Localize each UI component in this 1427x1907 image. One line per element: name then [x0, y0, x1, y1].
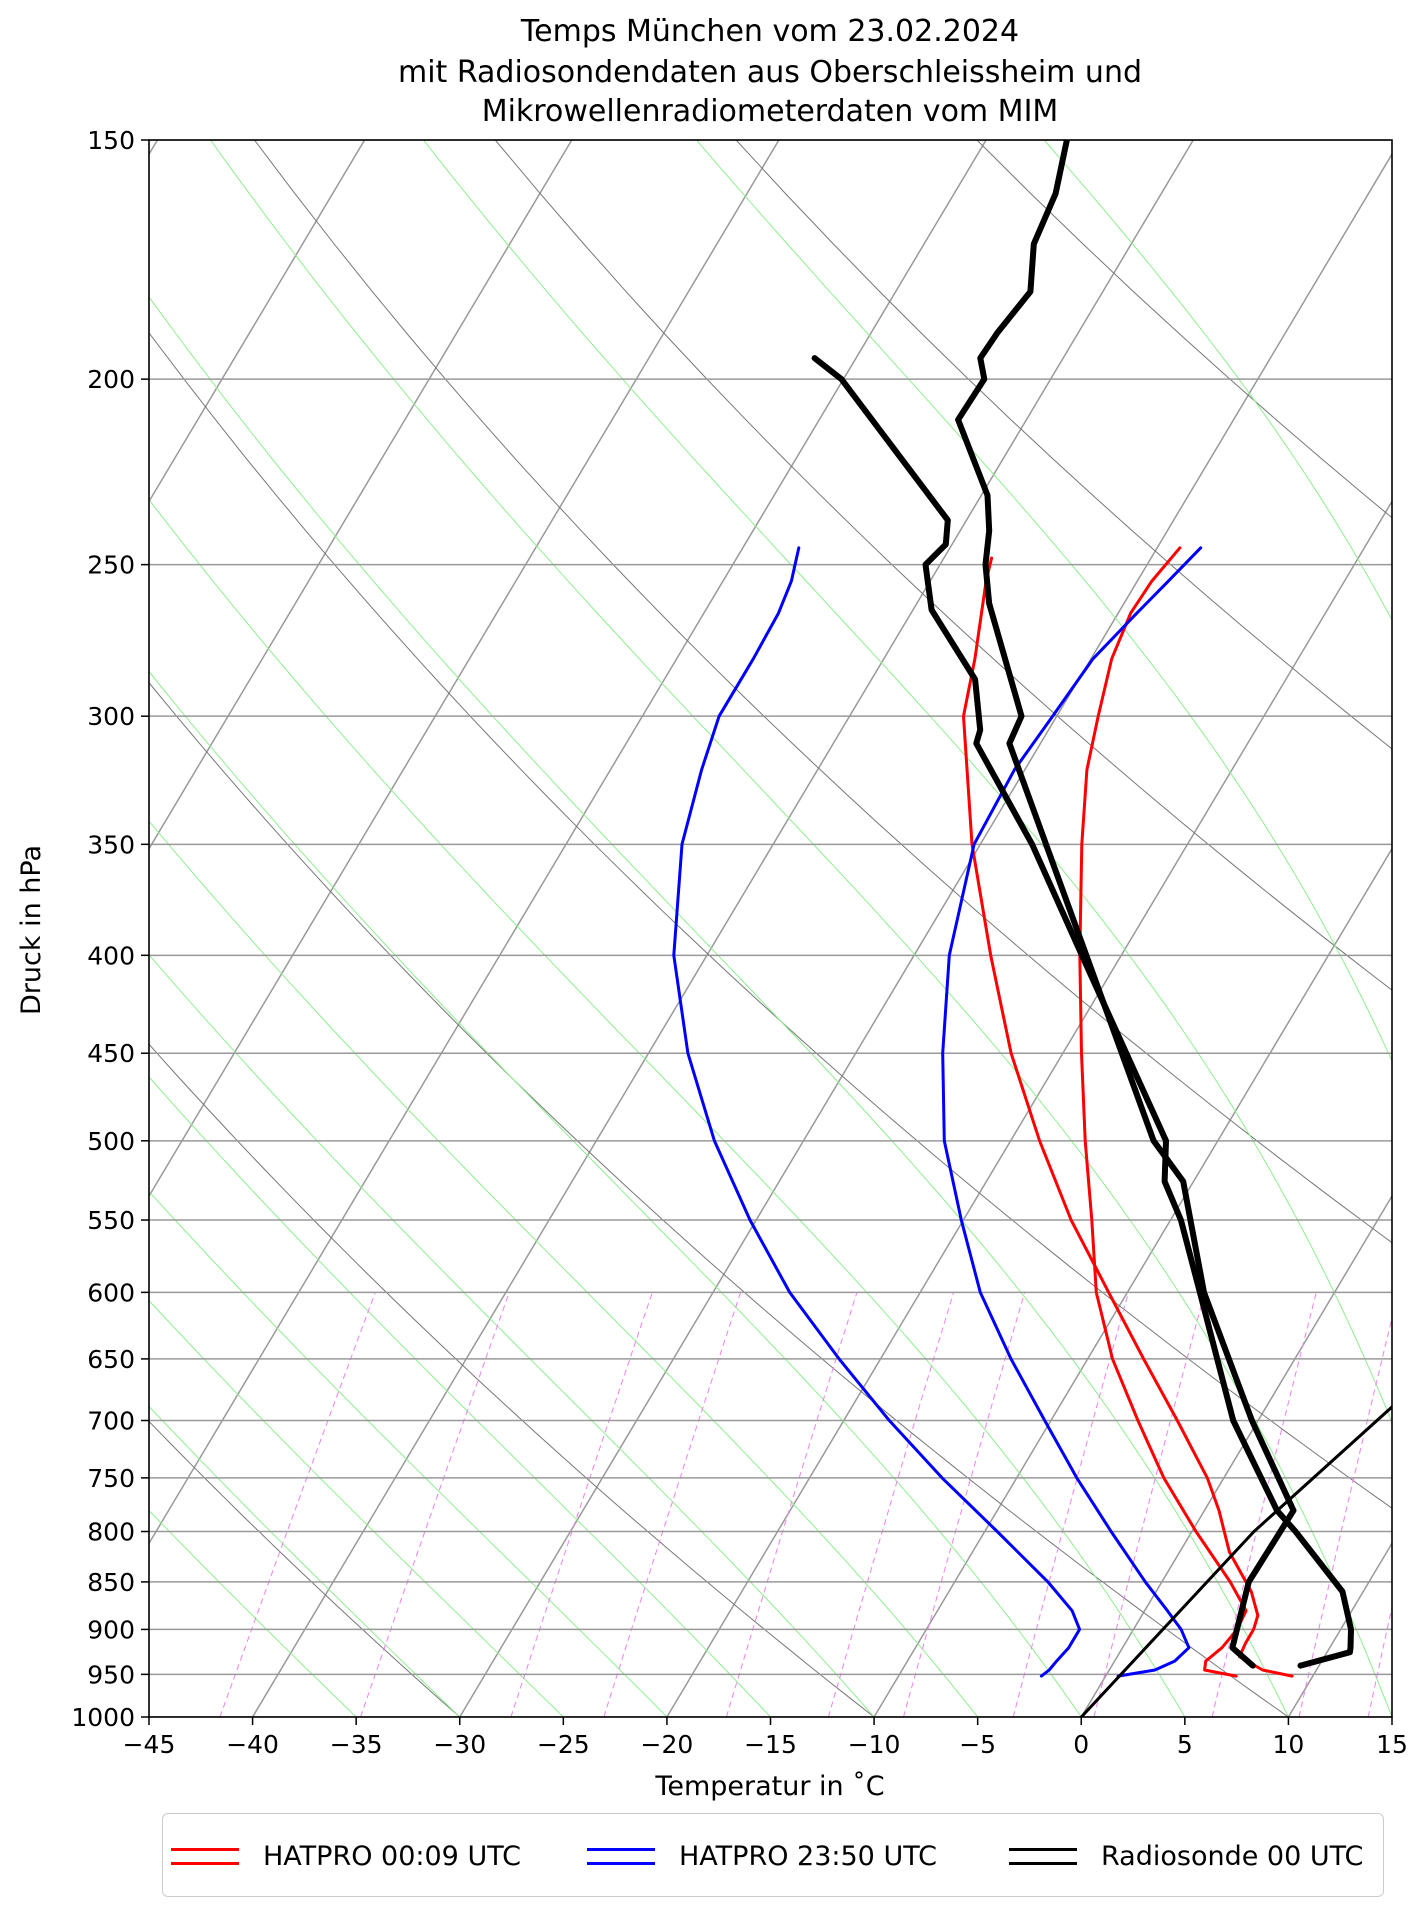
isotherm: [251, 140, 1194, 1717]
x-tick-label: −35: [330, 1730, 383, 1759]
mixing-ratio-line: [219, 1292, 376, 1717]
y-tick-label: 900: [87, 1615, 135, 1644]
moist-adiabat: [149, 296, 1289, 1717]
y-tick-label: 850: [87, 1568, 135, 1597]
isotherm: [666, 499, 1392, 1717]
x-tick-label: −45: [123, 1730, 176, 1759]
moist-adiabat: [1043, 140, 1392, 622]
moist-adiabat: [149, 953, 875, 1717]
x-tick-label: −5: [959, 1730, 996, 1759]
mixing-ratio-line: [1367, 1604, 1392, 1717]
y-tick-label: 1000: [71, 1703, 135, 1732]
legend: HATPRO 00:09 UTC HATPRO 23:50 UTC Radios…: [162, 1813, 1384, 1897]
moist-adiabat: [149, 670, 1082, 1717]
y-tick-label: 300: [87, 702, 135, 731]
moist-adiabat: [149, 1509, 357, 1717]
isotherm: [873, 847, 1392, 1717]
dry-adiabat: [149, 331, 1392, 1509]
mixing-ratio-line: [360, 1292, 510, 1717]
moist-adiabat: [149, 1299, 564, 1717]
dry-adiabat: [494, 140, 1392, 991]
profile-line: [1079, 1404, 1392, 1717]
x-tick-label: 5: [1177, 1730, 1193, 1759]
profile-line: [811, 355, 1354, 1669]
dry-adiabat: [149, 1043, 875, 1717]
isotherm: [459, 152, 1392, 1717]
x-tick-label: 0: [1073, 1730, 1089, 1759]
x-tick-label: −30: [433, 1730, 486, 1759]
profile-line: [1078, 546, 1248, 1678]
isotherm: [149, 140, 780, 1198]
x-tick-label: −20: [641, 1730, 694, 1759]
profile-lines: [672, 140, 1392, 1717]
y-tick-label: 700: [87, 1407, 135, 1436]
y-tick-label: 450: [87, 1039, 135, 1068]
legend-label: Radiosonde 00 UTC: [1101, 1840, 1364, 1872]
legend-swatch-blue: [587, 1846, 655, 1866]
moist-adiabat: [149, 498, 1186, 1717]
mixing-ratio-line: [827, 1292, 955, 1717]
y-tick-label: 250: [87, 551, 135, 580]
x-tick-label: 10: [1273, 1730, 1305, 1759]
x-tick-label: −15: [744, 1730, 797, 1759]
y-tick-label: 500: [87, 1127, 135, 1156]
mixing-ratio-line: [510, 1292, 653, 1717]
dry-adiabat: [149, 681, 1289, 1717]
moist-adiabat: [696, 140, 1392, 1063]
legend-label: HATPRO 23:50 UTC: [679, 1840, 937, 1872]
legend-item-hatpro-2350: HATPRO 23:50 UTC: [587, 1836, 937, 1876]
chart-title-line-1: Temps München vom 23.02.2024: [520, 14, 1019, 49]
dry-adiabat: [254, 140, 1392, 1244]
y-tick-label: 800: [87, 1518, 135, 1547]
dry-adiabat: [976, 140, 1392, 519]
moist-adiabat: [423, 140, 1392, 1424]
x-axis-label: Temperatur in ˚C: [654, 1771, 884, 1802]
isotherm: [149, 140, 573, 851]
dry-adiabat: [735, 140, 1392, 750]
y-tick-label: 200: [87, 365, 135, 394]
y-tick-label: 750: [87, 1464, 135, 1493]
isobar-grid: [149, 140, 1392, 1717]
mixing-ratio-line: [603, 1292, 742, 1717]
y-tick-label: 950: [87, 1660, 135, 1689]
x-tick-label: −25: [537, 1730, 590, 1759]
background-lines: [149, 140, 1392, 1717]
chart-title-line-3: Mikrowellenradiometerdaten vom MIM: [482, 94, 1059, 129]
profile-line: [962, 556, 1294, 1678]
y-tick-label: 400: [87, 941, 135, 970]
isotherm: [149, 140, 987, 1545]
moist-adiabat: [210, 140, 1392, 1717]
moist-adiabat: [149, 1190, 668, 1717]
profile-line: [941, 546, 1203, 1678]
y-tick-label: 550: [87, 1206, 135, 1235]
y-tick-label: 650: [87, 1345, 135, 1374]
y-tick-label: 150: [87, 126, 135, 155]
legend-label: HATPRO 00:09 UTC: [263, 1840, 521, 1872]
profile-line: [955, 140, 1297, 1669]
moist-adiabat: [149, 820, 979, 1717]
chart-title-line-2: mit Radiosondendaten aus Oberschleisshei…: [398, 55, 1142, 90]
legend-item-hatpro-0009: HATPRO 00:09 UTC: [171, 1836, 521, 1876]
moist-adiabat: [149, 1405, 461, 1717]
y-axis-label: Druck in hPa: [16, 845, 47, 1015]
isotherm: [149, 140, 366, 503]
x-tick-label: 15: [1376, 1730, 1408, 1759]
x-axis-ticks: −45 −40 −35 −30 −25 −20 −15 −10 −5 0 5 10 15: [123, 1717, 1408, 1759]
profile-line: [672, 546, 1082, 1678]
dry-adiabat: [149, 1420, 461, 1717]
x-tick-label: −40: [226, 1730, 279, 1759]
moist-adiabat: [149, 1076, 771, 1717]
isotherm: [1080, 1194, 1392, 1717]
y-tick-label: 600: [87, 1278, 135, 1307]
y-axis-ticks: 1000 950 900 850 800 750 700 650 600 550 500 450 400…: [71, 126, 149, 1732]
x-tick-label: −10: [848, 1730, 901, 1759]
mixing-ratio-line: [903, 1292, 1026, 1717]
legend-swatch-red: [171, 1846, 239, 1866]
y-tick-label: 350: [87, 830, 135, 859]
legend-swatch-black: [1009, 1846, 1077, 1866]
legend-item-radiosonde: Radiosonde 00 UTC: [1009, 1836, 1363, 1876]
